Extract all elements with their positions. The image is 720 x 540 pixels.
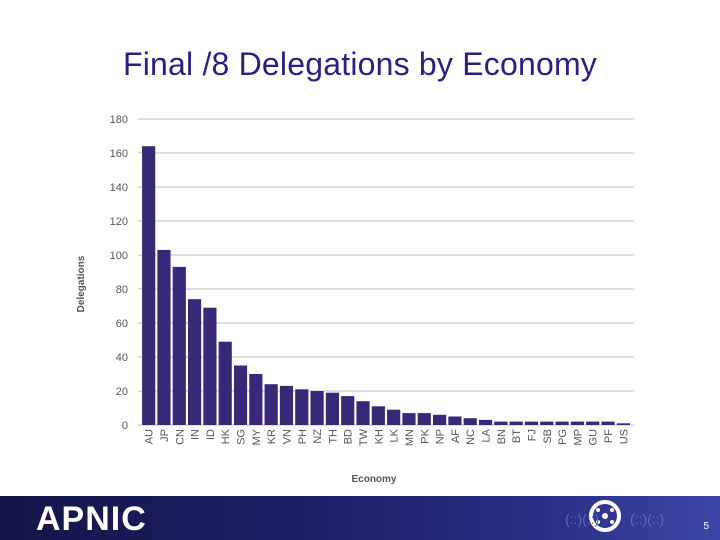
y-tick-label: 60 [116,318,128,330]
svg-text:(::)(::): (::)(::) [630,511,664,527]
y-tick-label: 40 [116,352,128,364]
bar-my [249,374,263,425]
bar-jp [157,249,171,425]
x-tick-label: FJ [526,429,538,441]
x-tick-label: AU [144,429,156,444]
x-tick-label: SG [236,429,248,445]
x-tick-label: NC [465,429,477,445]
bar-fj [524,421,539,425]
x-tick-label: KR [266,429,278,444]
y-tick-label: 160 [110,148,128,160]
bar-sb [540,421,554,425]
bar-bd [341,396,355,425]
x-tick-label: LA [481,428,493,442]
x-tick-label: PH [297,429,309,444]
x-tick-label: GU [588,429,600,446]
bar-kh [371,406,385,425]
x-tick-label: KH [373,429,385,444]
y-tick-label: 120 [110,216,128,228]
bar-au [142,146,156,425]
bar-bt [509,421,523,425]
bar-pg [555,421,569,425]
x-tick-label: VN [281,429,293,444]
x-tick-label: HK [220,428,232,444]
x-tick-label: PK [419,428,431,443]
bar-in [188,299,202,425]
bar-nz [310,391,324,425]
y-tick-label: 0 [122,420,128,432]
page-number: 5 [703,521,709,532]
bar-us [616,423,630,425]
bar-gu [586,421,600,425]
x-tick-label: PF [603,429,615,443]
x-tick-label: AF [450,429,462,443]
bar-np [433,414,447,425]
footer-bar: APNIC (::)(::) (::)(::) 5 [0,496,720,540]
x-tick-label: TW [358,428,370,446]
x-tick-label: MY [251,428,263,445]
bars [142,146,630,425]
x-tick-label: JP [159,429,171,442]
bar-vn [279,385,294,425]
svg-text:(::)(::): (::)(::) [565,511,599,527]
bar-mp [570,421,584,425]
x-tick-label: BN [496,429,508,444]
x-tick-label: TH [327,429,339,444]
bar-ph [295,389,309,425]
bar-th [325,392,339,425]
x-tick-label: IN [190,429,202,440]
x-tick-label: ID [205,429,217,440]
y-axis-label: Delegations [76,255,87,312]
bar-la [478,419,493,425]
x-tick-label: MN [404,429,416,446]
bar-pk [417,413,431,425]
network-graphic-icon: (::)(::) (::)(::) [565,500,664,532]
x-axis-label: Economy [351,474,396,485]
bar-cn [172,266,186,425]
bar-kr [264,384,278,425]
bar-tw [356,401,370,425]
y-tick-label: 140 [110,182,128,194]
slide-title: Final /8 Delegations by Economy [123,46,597,82]
x-axis-ticks: AU JP CN IN ID HK SG MY KR VN PH NZ TH BD TW KH LK MN PK NP… [144,428,631,446]
x-tick-label: LK [389,428,401,442]
x-tick-label: CN [174,429,186,445]
bar-hk [218,341,232,425]
x-tick-label: SB [542,429,554,444]
bar-bn [494,421,508,425]
x-tick-label: PG [557,429,569,445]
y-tick-label: 100 [110,250,128,262]
x-tick-label: BD [343,429,355,444]
bar-sg [233,365,248,425]
y-tick-label: 80 [116,284,128,296]
bar-mn [402,413,416,425]
apnic-logo: APNIC [36,500,147,538]
bar-id [203,307,217,425]
x-tick-label: NP [435,429,447,444]
bar-pf [601,421,615,425]
y-tick-label: 180 [110,114,128,126]
bar-af [448,416,462,425]
x-tick-label: NZ [312,429,324,444]
bar-lk [387,409,401,425]
x-tick-label: MP [572,429,584,446]
bar-nc [463,418,477,425]
y-axis-ticks: 0 20 40 60 80 100 120 140 160 180 [110,114,128,432]
y-tick-label: 20 [116,386,128,398]
x-tick-label: BT [511,429,523,443]
x-tick-label: US [618,429,630,444]
